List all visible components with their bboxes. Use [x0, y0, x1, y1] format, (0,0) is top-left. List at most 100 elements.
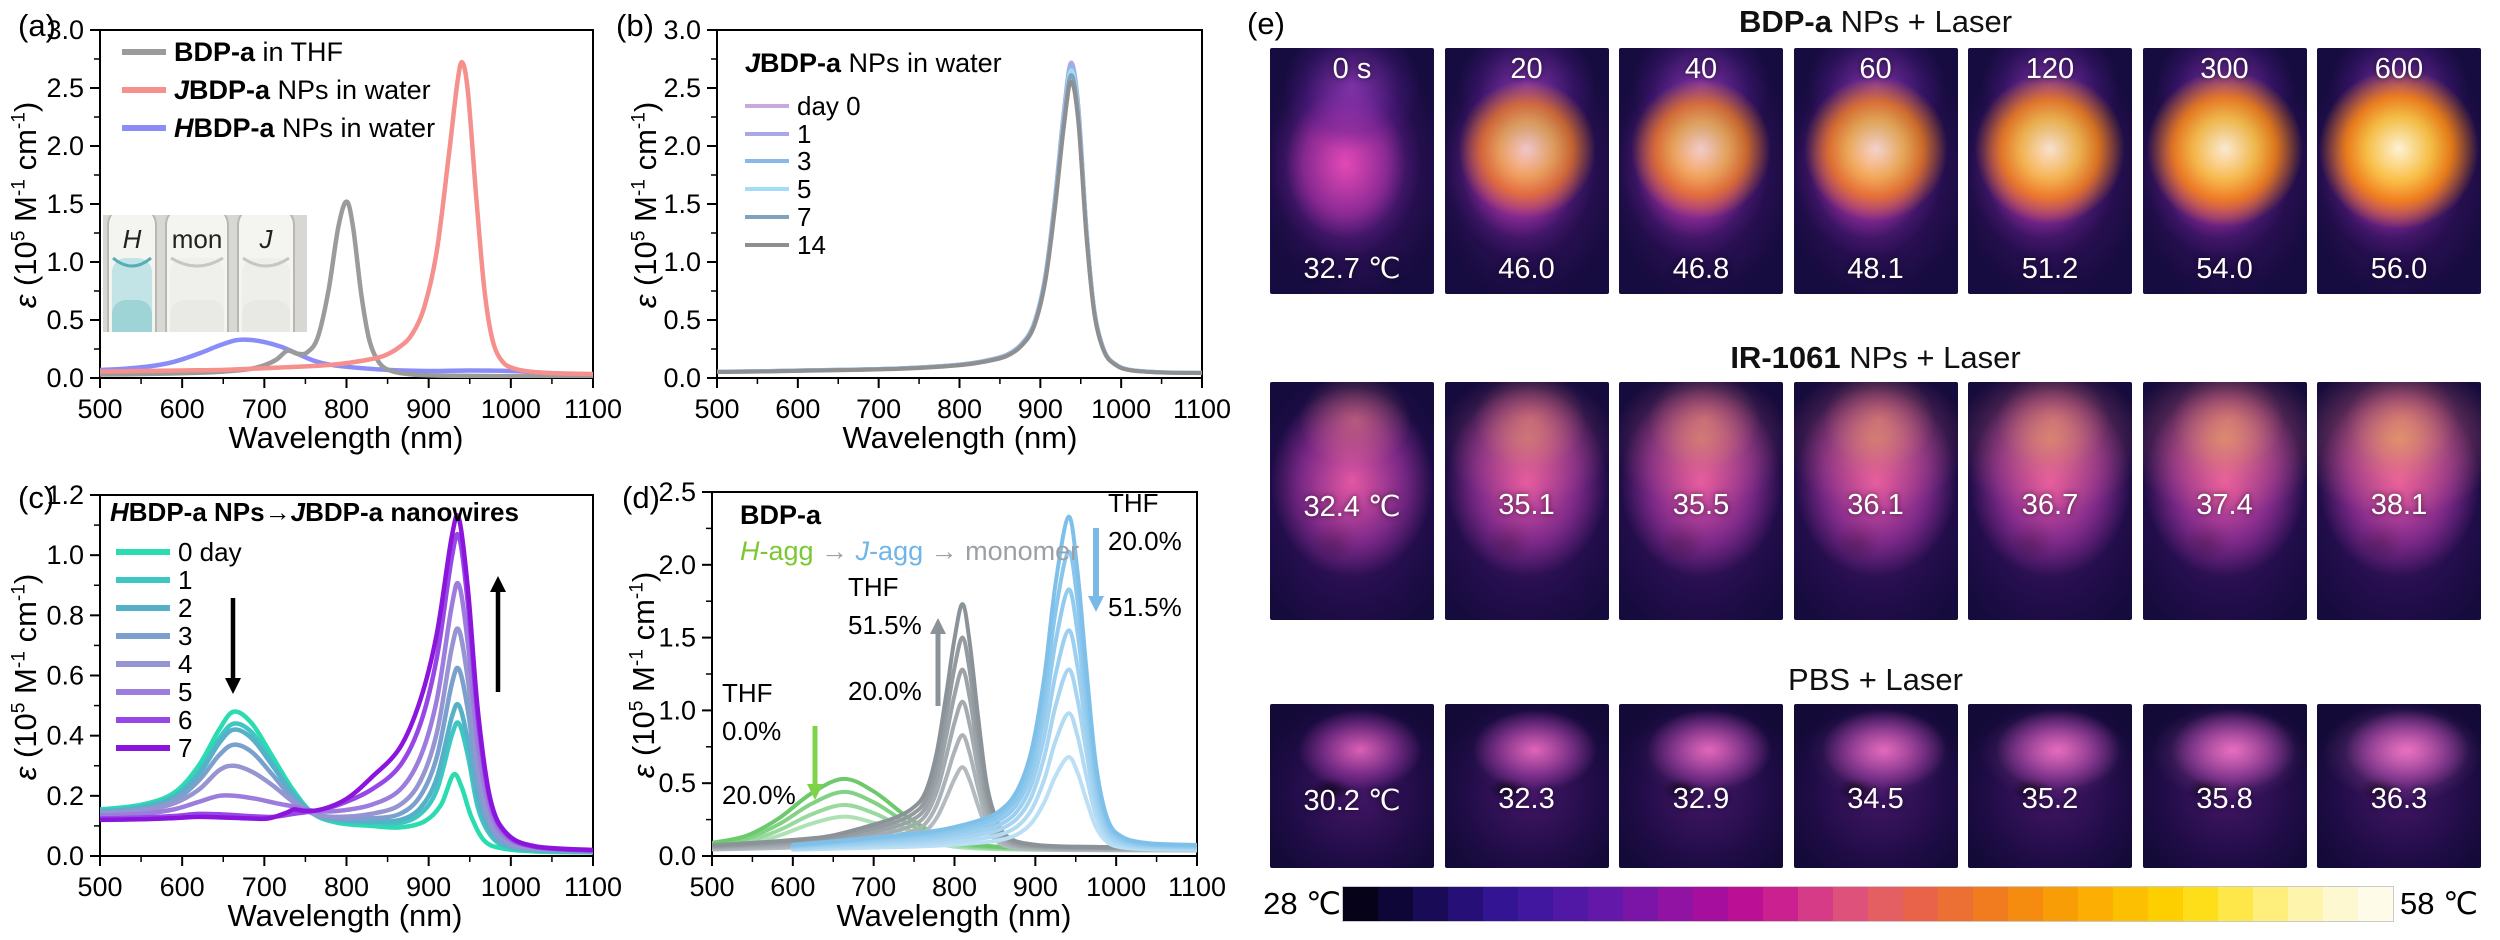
x-tick-label: 900	[1013, 872, 1058, 902]
time-label: 600	[2374, 53, 2424, 85]
ylabel-c: ε (105 M-1 cm-1)	[8, 573, 43, 781]
temperature-label: 37.4	[2196, 489, 2253, 522]
thf-annotation: 0.0%	[722, 716, 781, 746]
xlabel-c: Wavelength (nm)	[227, 898, 463, 933]
cuvette-label: mon	[172, 224, 223, 254]
temperature-label: 36.7	[2021, 489, 2079, 522]
trend-arrow-head	[490, 576, 506, 592]
thf-annotation: THF	[1108, 488, 1159, 518]
thermal-image-cell: 34.5	[1793, 704, 1958, 868]
panel-b: 500 600 700 800 900 1000 1100 0.0 0.5 1.0 1.5 2.0 2.…	[663, 15, 1231, 424]
y-tick-label: 0.5	[46, 305, 84, 335]
temperature-label: 30.2 ℃	[1303, 784, 1401, 817]
y-tick-label: 0.0	[46, 841, 84, 871]
x-tick-label: 800	[932, 872, 977, 902]
series-J-agg-0	[790, 514, 1197, 847]
time-label: 60	[1859, 53, 1892, 85]
x-tick-label: 600	[775, 394, 820, 424]
thermal-image-cell: 20 46.0	[1444, 48, 1609, 294]
y-tick-label: 0.2	[46, 781, 84, 811]
x-tick-label: 1000	[481, 394, 541, 424]
time-label: 0 s	[1332, 53, 1372, 85]
y-tick-label: 0.6	[46, 661, 84, 691]
temperature-label: 46.0	[1498, 253, 1555, 285]
y-tick-label: 1.0	[663, 247, 701, 277]
temperature-label: 36.3	[2370, 782, 2428, 815]
x-tick-label: 500	[689, 872, 734, 902]
temperature-label: 35.1	[1498, 489, 1555, 522]
legend-label: 7	[178, 733, 192, 763]
x-tick-label: 900	[406, 872, 451, 902]
legend-label: 5	[797, 174, 811, 204]
series-5	[717, 68, 1202, 375]
series-J-agg-4	[790, 667, 1197, 850]
legend-label: 3	[797, 146, 811, 176]
colorbar-max-label: 58 ℃	[2400, 886, 2478, 921]
x-tick-label: 1000	[481, 872, 541, 902]
temperature-label: 35.5	[1672, 489, 1730, 522]
temperature-label: 34.5	[1847, 782, 1904, 815]
temperature-colorbar	[1342, 886, 2394, 922]
legend-title: JBDP-a NPs in water	[745, 48, 1002, 78]
x-tick-label: 600	[160, 394, 205, 424]
x-tick-label: 600	[770, 872, 815, 902]
thermal-image-cell: 32.4 ℃	[1270, 382, 1434, 620]
x-tick-label: 500	[77, 394, 122, 424]
y-tick-label: 3.0	[663, 15, 701, 45]
legend-label: 14	[797, 230, 826, 260]
panel-a: 500 600 700 800 900 1000 1100 0.0 0.5 1.0 1.5 2.0 2.…	[46, 15, 622, 424]
thf-annotation: 20.0%	[848, 676, 922, 706]
y-tick-label: 2.5	[46, 73, 84, 103]
legend-label: 4	[178, 649, 192, 679]
y-tick-label: 2.5	[663, 73, 701, 103]
cuvette-label: J	[259, 224, 274, 254]
trend-arrow-head	[930, 618, 946, 634]
xlabel-a: Wavelength (nm)	[228, 420, 464, 455]
temperature-label: 38.1	[2370, 489, 2428, 522]
series-2	[100, 701, 593, 855]
x-tick-label: 800	[937, 394, 982, 424]
legend-label: JBDP-a NPs in water	[174, 75, 431, 105]
panel-title: HBDP-a NPs→JBDP-a nanowires	[110, 497, 519, 527]
y-tick-label: 0.5	[663, 305, 701, 335]
panel-label-d: (d)	[622, 480, 660, 515]
temperature-label: 48.1	[1847, 253, 1904, 285]
thf-annotation: 51.5%	[848, 610, 922, 640]
series-5	[100, 580, 593, 854]
thermal-image-cell: 37.4	[2142, 382, 2307, 620]
thermal-row: 30.2 ℃ 32.3 32.9 34.5 35.2 35.8 36.3	[1270, 704, 2481, 868]
spectra-charts: 500 600 700 800 900 1000 1100 0.0 0.5 1.0 1.5 2.0 2.…	[46, 15, 1231, 902]
temperature-label: 32.7 ℃	[1303, 253, 1401, 285]
legend-label: 5	[178, 677, 192, 707]
legend-label: 1	[178, 565, 192, 595]
series-0 day	[100, 709, 593, 855]
x-tick-label: 1000	[1086, 872, 1146, 902]
meniscus	[112, 256, 152, 268]
temperature-label: 36.1	[1847, 489, 1904, 522]
ylabel-b: ε (105 M-1 cm-1)	[628, 101, 663, 309]
x-tick-label: 500	[694, 394, 739, 424]
series-7	[717, 73, 1202, 375]
thermal-image-cell: 35.1	[1444, 382, 1609, 620]
y-tick-label: 2.5	[658, 477, 696, 507]
series-7	[100, 513, 593, 853]
meniscus	[242, 256, 290, 268]
panel-d: 500 600 700 800 900 1000 1100 0.0 0.5 1.0 1.5 2.0 2.…	[658, 477, 1226, 902]
thermal-image-cell: 36.1	[1793, 382, 1958, 620]
series-J-agg-5	[790, 711, 1197, 851]
y-tick-label: 0.0	[46, 363, 84, 393]
series-monomer-1	[712, 635, 1197, 851]
temperature-label: 32.9	[1672, 782, 1730, 815]
panel-label-e: (e)	[1247, 6, 1285, 41]
xlabel-b: Wavelength (nm)	[842, 420, 1078, 455]
thermal-row-title: IR-1061 NPs + Laser	[1730, 340, 2021, 375]
series-JBDP-a NPs in water	[100, 59, 593, 377]
thermal-image-cell: 35.8	[2142, 704, 2307, 868]
y-tick-label: 2.0	[658, 550, 696, 580]
thermal-image-cell: 0 s 32.7 ℃	[1270, 48, 1434, 294]
thermal-row: 32.4 ℃ 35.1 35.5 36.1 36.7 37.4 38.1	[1270, 382, 2481, 620]
thermal-row-title: PBS + Laser	[1788, 662, 1963, 697]
thf-annotation: 51.5%	[1108, 592, 1182, 622]
y-tick-label: 1.5	[663, 189, 701, 219]
